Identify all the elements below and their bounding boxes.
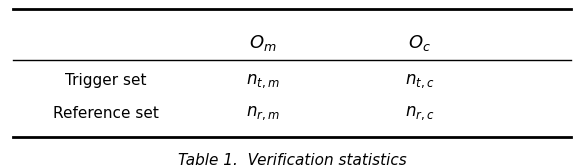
Text: $n_{t,c}$: $n_{t,c}$ (405, 72, 434, 90)
Text: $O_c$: $O_c$ (408, 33, 432, 53)
Text: Reference set: Reference set (53, 106, 159, 121)
Text: $O_m$: $O_m$ (249, 33, 277, 53)
Text: $n_{r,m}$: $n_{r,m}$ (246, 104, 280, 122)
Text: Table 1.  Verification statistics: Table 1. Verification statistics (178, 153, 406, 168)
Text: $n_{r,c}$: $n_{r,c}$ (405, 104, 434, 122)
Text: Trigger set: Trigger set (65, 73, 147, 89)
Text: $n_{t,m}$: $n_{t,m}$ (246, 72, 280, 90)
